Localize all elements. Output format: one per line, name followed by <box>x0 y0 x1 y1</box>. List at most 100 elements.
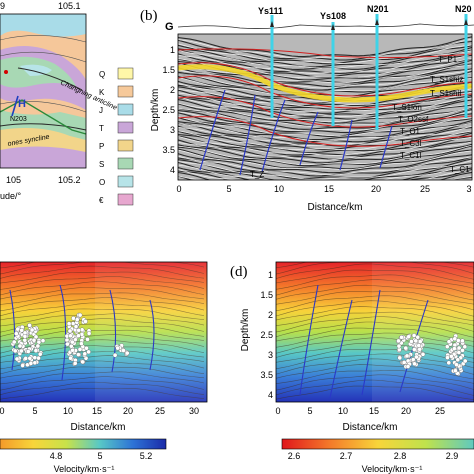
seismic-reflector-light <box>178 144 472 166</box>
panel-b-xlabel: Distance/km <box>307 202 362 213</box>
well-marker-icon <box>331 24 335 30</box>
microseismic-event <box>121 348 126 353</box>
map-frame <box>0 13 87 169</box>
xtick-label: 0 <box>275 406 280 416</box>
panel-d-xlabel: Distance/km <box>342 422 397 433</box>
ytick-label: 2.5 <box>260 330 273 340</box>
horizon-label: T_Z <box>250 170 264 179</box>
seismic-reflector-light <box>178 164 472 180</box>
microseismic-event <box>416 343 422 348</box>
microseismic-event <box>401 360 407 365</box>
overlay-line <box>0 345 205 358</box>
panel-d-xticks: 0 5 10 15 20 25 <box>275 406 445 416</box>
seismic-reflector <box>178 44 472 65</box>
legend-swatch-q <box>117 67 134 80</box>
microseismic-event <box>412 361 417 367</box>
panel-c-image <box>0 262 207 402</box>
seismic-reflector <box>178 135 472 156</box>
microseismic-event <box>410 357 416 362</box>
horizon-red-top <box>178 48 472 59</box>
microseismic-event <box>460 348 465 353</box>
microseismic-event <box>449 353 454 359</box>
target-horizon-yellow <box>178 64 472 103</box>
colorbar-tick: 5 <box>97 451 102 461</box>
microseismic-event <box>23 356 29 361</box>
microseismic-events <box>10 312 130 368</box>
legend-swatch-p <box>117 139 134 152</box>
well-label: N201 <box>367 4 389 14</box>
seismic-reflector <box>178 161 472 180</box>
microseismic-event <box>11 339 17 345</box>
overlay-line <box>0 371 205 385</box>
microseismic-event <box>66 321 72 327</box>
overlay-line <box>276 274 474 290</box>
ytick-label: 3 <box>268 350 273 360</box>
colorbar-tick: 2.8 <box>394 451 407 461</box>
microseismic-event <box>40 338 46 344</box>
seismic-reflector-light <box>178 106 472 127</box>
microseismic-events <box>395 333 468 376</box>
legend-label-p: P <box>99 142 104 151</box>
ytick-label: 1 <box>268 270 273 280</box>
map-marker-h: H <box>18 98 26 110</box>
label-g: G <box>165 21 174 33</box>
xtick-label: 20 <box>401 406 411 416</box>
colorbar-tick: 2.9 <box>446 451 459 461</box>
overlay-line <box>276 262 474 275</box>
seismic-reflector <box>178 107 472 128</box>
microseismic-event <box>36 339 42 345</box>
horizon-label: T_S1shiz <box>430 75 463 84</box>
xtick-label: 0 <box>176 184 181 194</box>
microseismic-event <box>462 344 468 350</box>
microseismic-event <box>31 337 37 343</box>
seismic-reflector-light <box>178 160 472 180</box>
microseismic-event <box>68 355 73 361</box>
microseismic-event <box>37 351 43 357</box>
fault-lines <box>299 284 429 399</box>
microseismic-event <box>399 334 404 340</box>
microseismic-event <box>452 346 457 351</box>
microseismic-event <box>18 348 24 354</box>
microseismic-event <box>76 327 81 333</box>
map-label-n203: N203 <box>10 116 27 123</box>
microseismic-event <box>27 355 33 361</box>
microseismic-event <box>73 324 79 329</box>
ytick-label: 3.5 <box>260 370 273 380</box>
xtick-label: 15 <box>92 406 102 416</box>
panel-c-colorbar-label: Velocity/km·s⁻¹ <box>54 464 115 474</box>
ytick-label: 2 <box>170 85 175 95</box>
overlay-line <box>276 291 474 305</box>
overlay-line <box>276 295 474 312</box>
microseismic-event <box>76 333 81 339</box>
microseismic-event <box>76 352 81 357</box>
overlay-line <box>0 287 205 300</box>
microseismic-event <box>411 347 417 352</box>
ytick-label: 3.5 <box>162 145 175 155</box>
overlay-line <box>276 385 474 400</box>
microseismic-event <box>397 355 403 361</box>
overlay-line <box>0 292 205 305</box>
map-xlabel-fragment: ude/° <box>0 191 22 201</box>
panel-c-xticks: 0 5 10 15 20 25 30 <box>0 406 199 416</box>
xtick-label: 3 <box>466 184 471 194</box>
overlay-line <box>276 370 474 384</box>
panel-b-frame <box>177 33 473 181</box>
velocity-field <box>276 262 474 402</box>
xtick-label: 25 <box>420 184 430 194</box>
microseismic-event <box>33 348 39 354</box>
microseismic-event <box>22 337 28 343</box>
seismic-reflector-light <box>178 122 472 142</box>
horizon-label: T_C1 <box>450 165 470 174</box>
panel-d-colorbar-label: Velocity/km·s⁻¹ <box>362 464 423 474</box>
microseismic-event <box>65 341 70 347</box>
microseismic-event <box>413 338 419 344</box>
overlay-line <box>276 311 474 326</box>
microseismic-event <box>77 347 83 352</box>
microseismic-event <box>12 348 18 354</box>
seismic-reflector-light <box>178 38 472 59</box>
xtick-label: 5 <box>32 406 37 416</box>
legend-item: € <box>99 193 134 206</box>
microseismic-event <box>67 328 73 334</box>
overlay-line <box>0 271 205 284</box>
